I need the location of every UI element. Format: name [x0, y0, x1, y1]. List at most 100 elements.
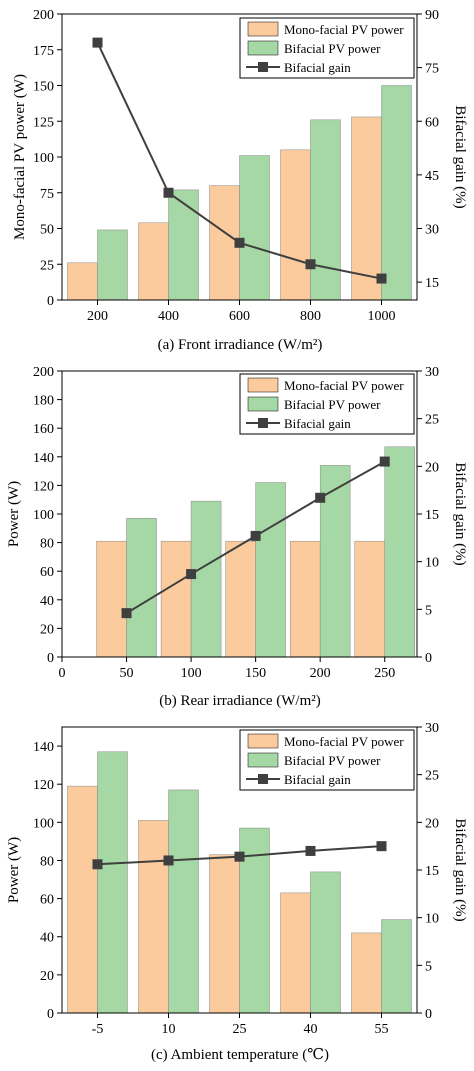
bar-bifacial: [255, 482, 286, 658]
y-tick-label: 0: [47, 1007, 54, 1022]
x-tick-label: 100: [181, 666, 202, 681]
x-tick-label: 10: [162, 1022, 176, 1037]
bar-mono: [138, 820, 169, 1014]
y-tick-label: 175: [33, 44, 54, 59]
y-tick-label: 50: [40, 223, 54, 238]
y2-tick-label: 20: [425, 816, 439, 831]
bar-mono: [225, 540, 256, 658]
bar-bifacial: [310, 871, 341, 1014]
y2-tick-label: 5: [425, 959, 432, 974]
legend-entry-bifacial: Bifacial PV power: [284, 41, 381, 56]
y-tick-label: 80: [40, 854, 54, 869]
y2-tick-label: 15: [425, 508, 439, 523]
y-tick-label: 80: [40, 537, 54, 552]
gain-marker: [234, 851, 245, 862]
y2-tick-label: 10: [425, 556, 439, 571]
y-tick-label: 100: [33, 151, 54, 166]
gain-line: [92, 841, 387, 870]
bar-mono: [289, 540, 321, 658]
legend-entry-mono: Mono-facial PV power: [284, 734, 404, 749]
y-tick-label: 150: [33, 80, 54, 95]
chart-panel-a: 200 400 600 800 1000 0 25 50 75 100 125 150 175 200 15…: [12, 8, 468, 353]
legend-swatch-bifacial: [247, 40, 279, 56]
gain-marker: [305, 845, 316, 856]
gain-marker: [315, 492, 326, 503]
bar-bifacial: [384, 446, 415, 658]
y2-tick-label: 45: [425, 169, 439, 184]
bar-mono: [280, 149, 311, 301]
y-tick-label: 200: [33, 8, 54, 23]
bar-bifacial: [381, 85, 412, 301]
legend-entry-mono: Mono-facial PV power: [284, 378, 404, 393]
gain-marker: [376, 273, 387, 284]
y-tick-label: 100: [33, 816, 54, 831]
bar-bifacial: [310, 119, 341, 301]
x-tick-label: 1000: [368, 309, 396, 324]
y-tick-label: 0: [47, 651, 54, 666]
gain-marker: [376, 841, 387, 852]
y2-tick-label: 5: [425, 603, 432, 618]
bar-bifacial: [190, 500, 222, 658]
y-tick-label: 100: [33, 508, 54, 523]
legend-marker-gain: [258, 774, 268, 784]
y-tick-label: 20: [40, 622, 54, 637]
y2-tick-label: 75: [425, 62, 439, 77]
bar-mono: [138, 222, 169, 301]
bar-mono: [351, 116, 382, 301]
axis-ticks: 0 50 100 150 200 2500204060801001201401601802…: [33, 365, 439, 681]
bar-mono: [280, 892, 311, 1014]
gain-marker: [379, 456, 390, 467]
y-tick-label: 60: [40, 893, 54, 908]
y-axis-label: Mono-facial PV power (W): [12, 74, 28, 240]
bar-bifacial: [168, 189, 199, 301]
bar-mono: [67, 262, 98, 301]
gain-marker: [92, 37, 103, 48]
legend-entry-bifacial: Bifacial PV power: [284, 753, 381, 768]
x-tick-label: 25: [233, 1022, 247, 1037]
y2-tick-label: 90: [425, 8, 439, 23]
x-tick-label: 600: [229, 309, 250, 324]
legend: Mono-facial PV power Bifacial PV power B…: [239, 373, 415, 435]
bar-bifacial: [126, 518, 157, 658]
y-tick-label: 160: [33, 422, 54, 437]
bars: [67, 751, 412, 1014]
bars: [67, 85, 412, 301]
y-tick-label: 120: [33, 479, 54, 494]
legend-entry-mono: Mono-facial PV power: [284, 22, 404, 37]
y-axis-label: Power (W): [6, 481, 22, 547]
bar-bifacial: [97, 229, 128, 301]
x-tick-label: 200: [87, 309, 108, 324]
y-tick-label: 75: [40, 187, 54, 202]
y-tick-label: 60: [40, 565, 54, 580]
x-tick-label: 800: [300, 309, 321, 324]
y2-tick-label: 30: [425, 365, 439, 380]
legend-entry-bifacial: Bifacial PV power: [284, 397, 381, 412]
x-axis-caption: (a) Front irradiance (W/m²): [158, 337, 323, 353]
bar-mono: [209, 854, 240, 1014]
y2-tick-label: 30: [425, 223, 439, 238]
axis-ticks: -5 10 25 40 55 0 20 40 60 80 100 120 140 0 5 10 15 20 25 30: [33, 721, 439, 1037]
chart-panel-c: -5 10 25 40 55 0 20 40 60 80 100 120 140 0 5 10 15 20 25 30…: [6, 721, 468, 1063]
y-tick-label: 25: [40, 258, 54, 273]
y2-tick-label: 10: [425, 912, 439, 927]
y2-axis-label: Bifacial gain (%): [452, 818, 468, 921]
bar-bifacial: [168, 789, 199, 1014]
x-axis-caption: (c) Ambient temperature (℃): [151, 1047, 329, 1063]
x-tick-label: -5: [92, 1022, 104, 1037]
bar-bifacial: [97, 751, 128, 1014]
gain-marker: [250, 530, 261, 541]
y2-tick-label: 0: [425, 651, 432, 666]
gain-marker: [186, 569, 197, 580]
y-tick-label: 140: [33, 451, 54, 466]
legend-swatch-mono: [247, 21, 279, 37]
gain-marker: [121, 608, 132, 619]
bar-bifacial: [239, 155, 270, 301]
bar-bifacial: [381, 919, 412, 1014]
y2-tick-label: 60: [425, 115, 439, 130]
legend-swatch-mono: [247, 733, 279, 749]
legend-entry-gain: Bifacial gain: [284, 60, 351, 75]
gain-line: [92, 37, 387, 284]
gain-line: [121, 456, 390, 619]
y2-tick-label: 0: [425, 1007, 432, 1022]
gain-marker: [163, 855, 174, 866]
